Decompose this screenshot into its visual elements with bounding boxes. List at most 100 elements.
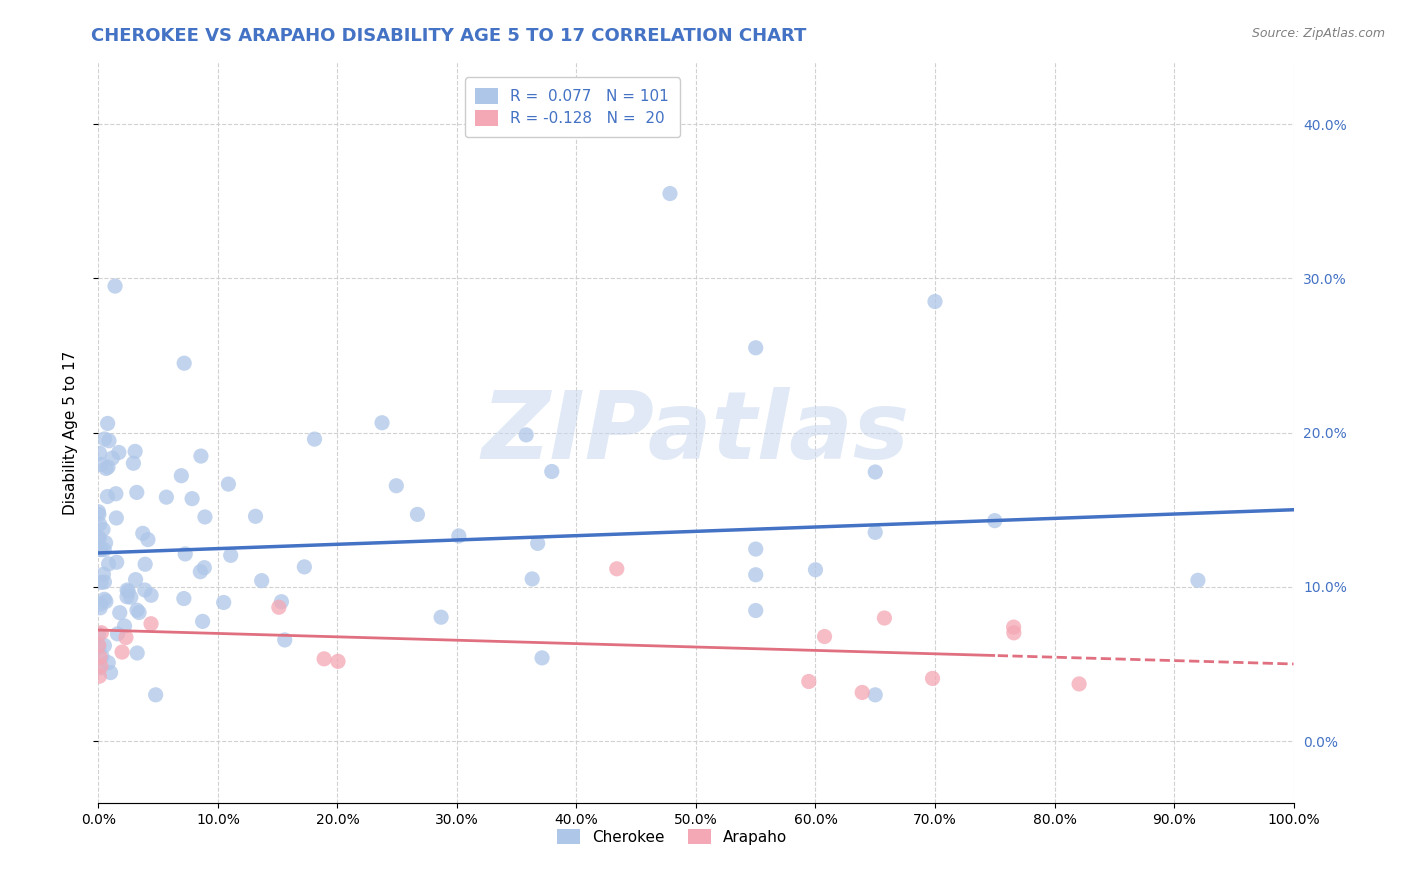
Point xyxy=(804,563,827,577)
Point xyxy=(89,669,111,683)
Point xyxy=(125,485,148,500)
Point xyxy=(90,625,112,640)
Point xyxy=(797,674,820,689)
Point xyxy=(108,445,131,459)
Point xyxy=(90,458,112,472)
Point xyxy=(1002,625,1025,640)
Point xyxy=(134,558,156,572)
Point xyxy=(526,536,548,550)
Point xyxy=(93,432,115,446)
Point xyxy=(745,341,768,355)
Point xyxy=(105,511,128,525)
Point xyxy=(89,600,111,615)
Text: Source: ZipAtlas.com: Source: ZipAtlas.com xyxy=(1251,27,1385,40)
Point xyxy=(115,631,138,645)
Point xyxy=(745,542,768,557)
Point xyxy=(90,575,112,590)
Point xyxy=(145,688,167,702)
Point xyxy=(190,449,212,463)
Point xyxy=(430,610,453,624)
Point xyxy=(132,526,155,541)
Point xyxy=(515,428,537,442)
Point xyxy=(136,533,159,547)
Point xyxy=(851,685,873,699)
Point xyxy=(531,651,554,665)
Point xyxy=(96,490,118,504)
Point xyxy=(873,611,896,625)
Point xyxy=(813,630,835,644)
Point xyxy=(292,560,315,574)
Point xyxy=(125,603,148,617)
Point xyxy=(170,468,193,483)
Point xyxy=(924,294,946,309)
Point xyxy=(745,603,768,617)
Point xyxy=(245,509,267,524)
Point xyxy=(1002,620,1025,634)
Point xyxy=(87,505,110,519)
Point xyxy=(1069,677,1091,691)
Point xyxy=(267,600,290,615)
Point xyxy=(107,627,129,641)
Point xyxy=(128,606,150,620)
Point xyxy=(127,646,149,660)
Point xyxy=(94,594,117,608)
Point xyxy=(406,508,429,522)
Point xyxy=(520,572,543,586)
Point xyxy=(865,525,887,540)
Point xyxy=(89,661,111,675)
Point xyxy=(117,584,139,599)
Point xyxy=(181,491,204,506)
Point xyxy=(212,595,235,609)
Point xyxy=(314,652,336,666)
Point xyxy=(94,536,117,550)
Point xyxy=(174,547,197,561)
Point xyxy=(89,446,111,460)
Point xyxy=(93,574,115,589)
Point xyxy=(134,582,156,597)
Point xyxy=(984,514,1007,528)
Point xyxy=(93,639,115,653)
Point xyxy=(250,574,273,588)
Point xyxy=(219,549,242,563)
Point xyxy=(101,451,124,466)
Text: ZIPatlas: ZIPatlas xyxy=(482,386,910,479)
Point xyxy=(111,645,134,659)
Point xyxy=(93,542,115,557)
Point xyxy=(97,460,120,475)
Point xyxy=(122,456,145,470)
Point xyxy=(89,542,111,557)
Point xyxy=(91,649,114,664)
Point xyxy=(326,654,349,668)
Point xyxy=(865,688,887,702)
Point xyxy=(745,567,768,582)
Y-axis label: Disability Age 5 to 17: Disability Age 5 to 17 xyxy=(63,351,77,515)
Point xyxy=(270,595,292,609)
Point xyxy=(1187,574,1209,588)
Point xyxy=(217,477,239,491)
Point xyxy=(105,555,128,569)
Point xyxy=(540,465,562,479)
Point xyxy=(87,508,110,522)
Point xyxy=(87,530,110,544)
Point xyxy=(87,627,110,641)
Point xyxy=(104,279,127,293)
Point xyxy=(155,490,177,504)
Legend: Cherokee, Arapaho: Cherokee, Arapaho xyxy=(551,822,793,851)
Point xyxy=(173,356,195,370)
Point xyxy=(385,479,408,493)
Point xyxy=(104,487,127,501)
Point xyxy=(93,567,115,582)
Point xyxy=(87,640,110,654)
Point xyxy=(173,591,195,606)
Point xyxy=(115,582,138,597)
Point xyxy=(93,592,115,607)
Point xyxy=(100,665,122,680)
Point xyxy=(108,606,131,620)
Point xyxy=(194,510,217,524)
Point xyxy=(191,615,214,629)
Point xyxy=(91,523,114,537)
Point xyxy=(90,542,112,557)
Point xyxy=(188,565,211,579)
Point xyxy=(98,434,121,448)
Point xyxy=(89,597,111,611)
